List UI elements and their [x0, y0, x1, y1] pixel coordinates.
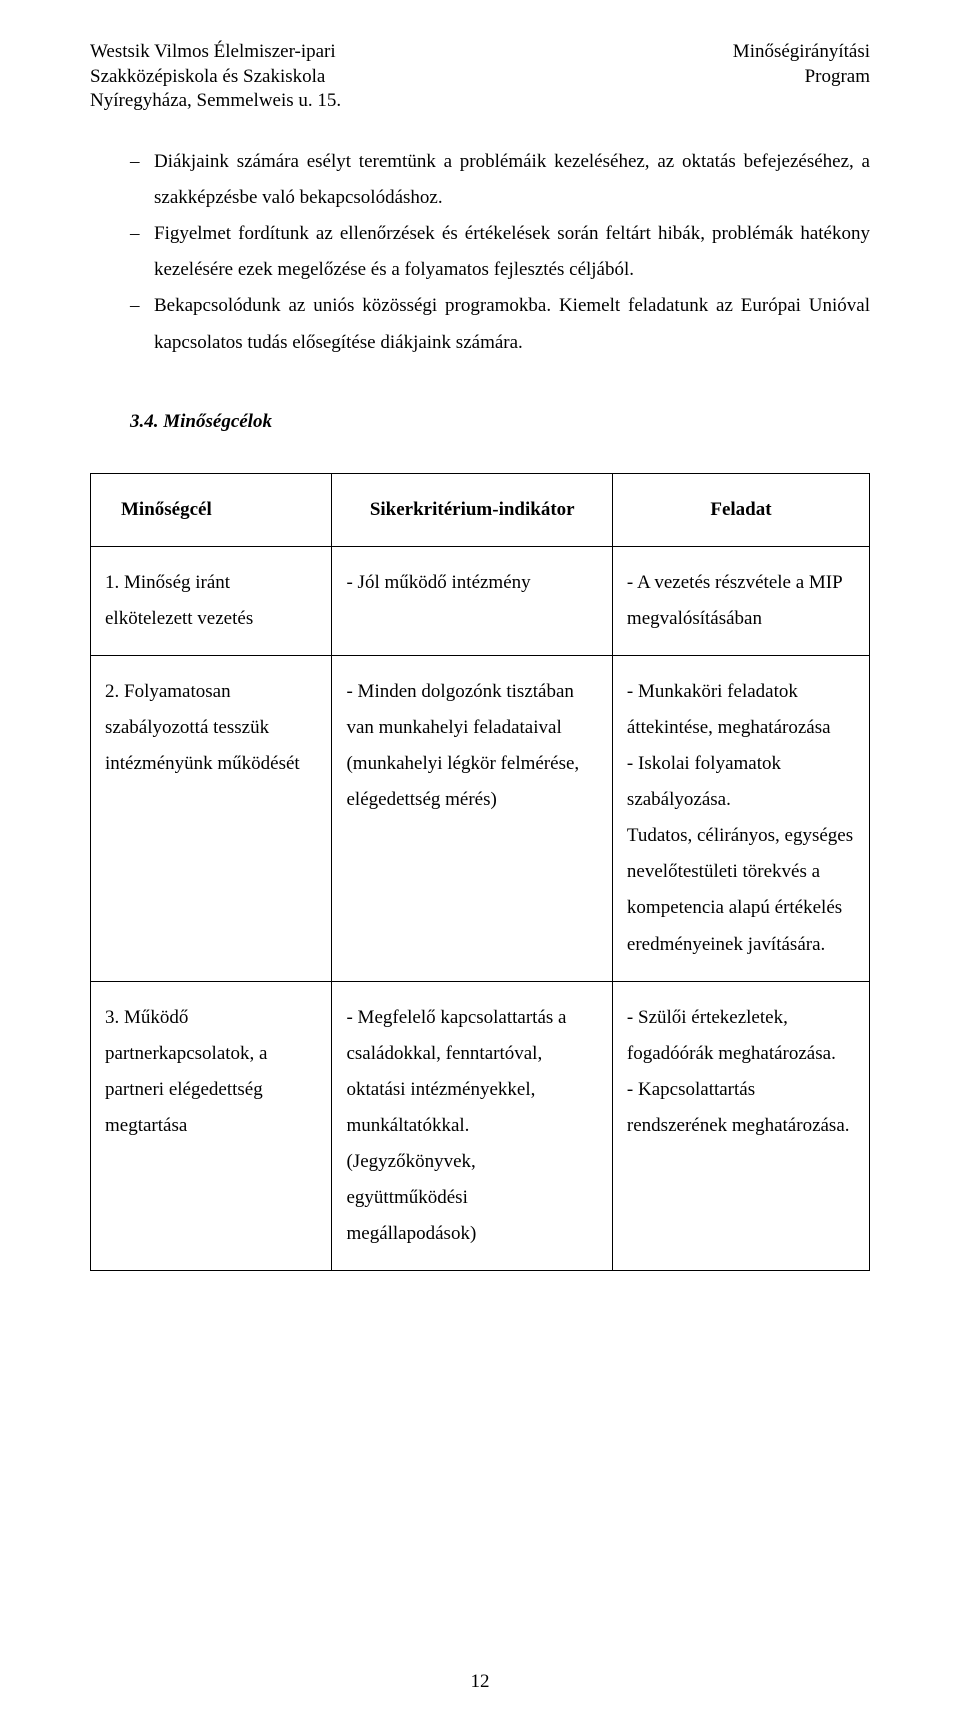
page-number: 12 — [0, 1671, 960, 1693]
header-left-line1: Westsik Vilmos Élelmiszer-ipari — [90, 40, 341, 65]
dash-icon: – — [130, 288, 154, 360]
header-left: Westsik Vilmos Élelmiszer-ipari Szakközé… — [90, 40, 341, 114]
bullet-item: – Diákjaink számára esélyt teremtünk a p… — [130, 144, 870, 216]
bullet-text: Figyelmet fordítunk az ellenőrzések és é… — [154, 216, 870, 288]
table-cell-indicator: - Minden dolgozónk tisztában van munkahe… — [332, 655, 612, 981]
table-header-goal: Minőségcél — [91, 473, 332, 546]
bullet-item: – Figyelmet fordítunk az ellenőrzések és… — [130, 216, 870, 288]
table-row: 1. Minőség iránt elkötelezett vezetés - … — [91, 546, 870, 655]
table-header-indicator: Sikerkritérium-indikátor — [332, 473, 612, 546]
table-cell-task: - A vezetés részvétele a MIP megvalósítá… — [612, 546, 869, 655]
bullet-list: – Diákjaink számára esélyt teremtünk a p… — [130, 144, 870, 361]
bullet-text: Bekapcsolódunk az uniós közösségi progra… — [154, 288, 870, 360]
document-page: Westsik Vilmos Élelmiszer-ipari Szakközé… — [0, 0, 960, 1713]
table-cell-indicator: - Megfelelő kapcsolattartás a családokka… — [332, 981, 612, 1271]
table-cell-goal: 3. Működő partnerkapcsolatok, a partneri… — [91, 981, 332, 1271]
header-left-line3: Nyíregyháza, Semmelweis u. 15. — [90, 89, 341, 114]
table-row: 2. Folyamatosan szabályozottá tesszük in… — [91, 655, 870, 981]
quality-goals-table: Minőségcél Sikerkritérium-indikátor Fela… — [90, 473, 870, 1272]
header-right-line1: Minőségirányítási — [733, 40, 870, 65]
header-left-line2: Szakközépiskola és Szakiskola — [90, 65, 341, 90]
header-right-line2: Program — [733, 65, 870, 90]
table-cell-goal: 1. Minőség iránt elkötelezett vezetés — [91, 546, 332, 655]
dash-icon: – — [130, 216, 154, 288]
header-right: Minőségirányítási Program — [733, 40, 870, 114]
page-header: Westsik Vilmos Élelmiszer-ipari Szakközé… — [90, 40, 870, 114]
dash-icon: – — [130, 144, 154, 216]
table-header-task: Feladat — [612, 473, 869, 546]
table-cell-task: - Munkaköri feladatok áttekintése, megha… — [612, 655, 869, 981]
section-heading: 3.4. Minőségcélok — [130, 411, 870, 433]
table-row: 3. Működő partnerkapcsolatok, a partneri… — [91, 981, 870, 1271]
table-cell-indicator: - Jól működő intézmény — [332, 546, 612, 655]
table-header-row: Minőségcél Sikerkritérium-indikátor Fela… — [91, 473, 870, 546]
table-cell-task: - Szülői értekezletek, fogadóórák meghat… — [612, 981, 869, 1271]
bullet-item: – Bekapcsolódunk az uniós közösségi prog… — [130, 288, 870, 360]
table-cell-goal: 2. Folyamatosan szabályozottá tesszük in… — [91, 655, 332, 981]
bullet-text: Diákjaink számára esélyt teremtünk a pro… — [154, 144, 870, 216]
